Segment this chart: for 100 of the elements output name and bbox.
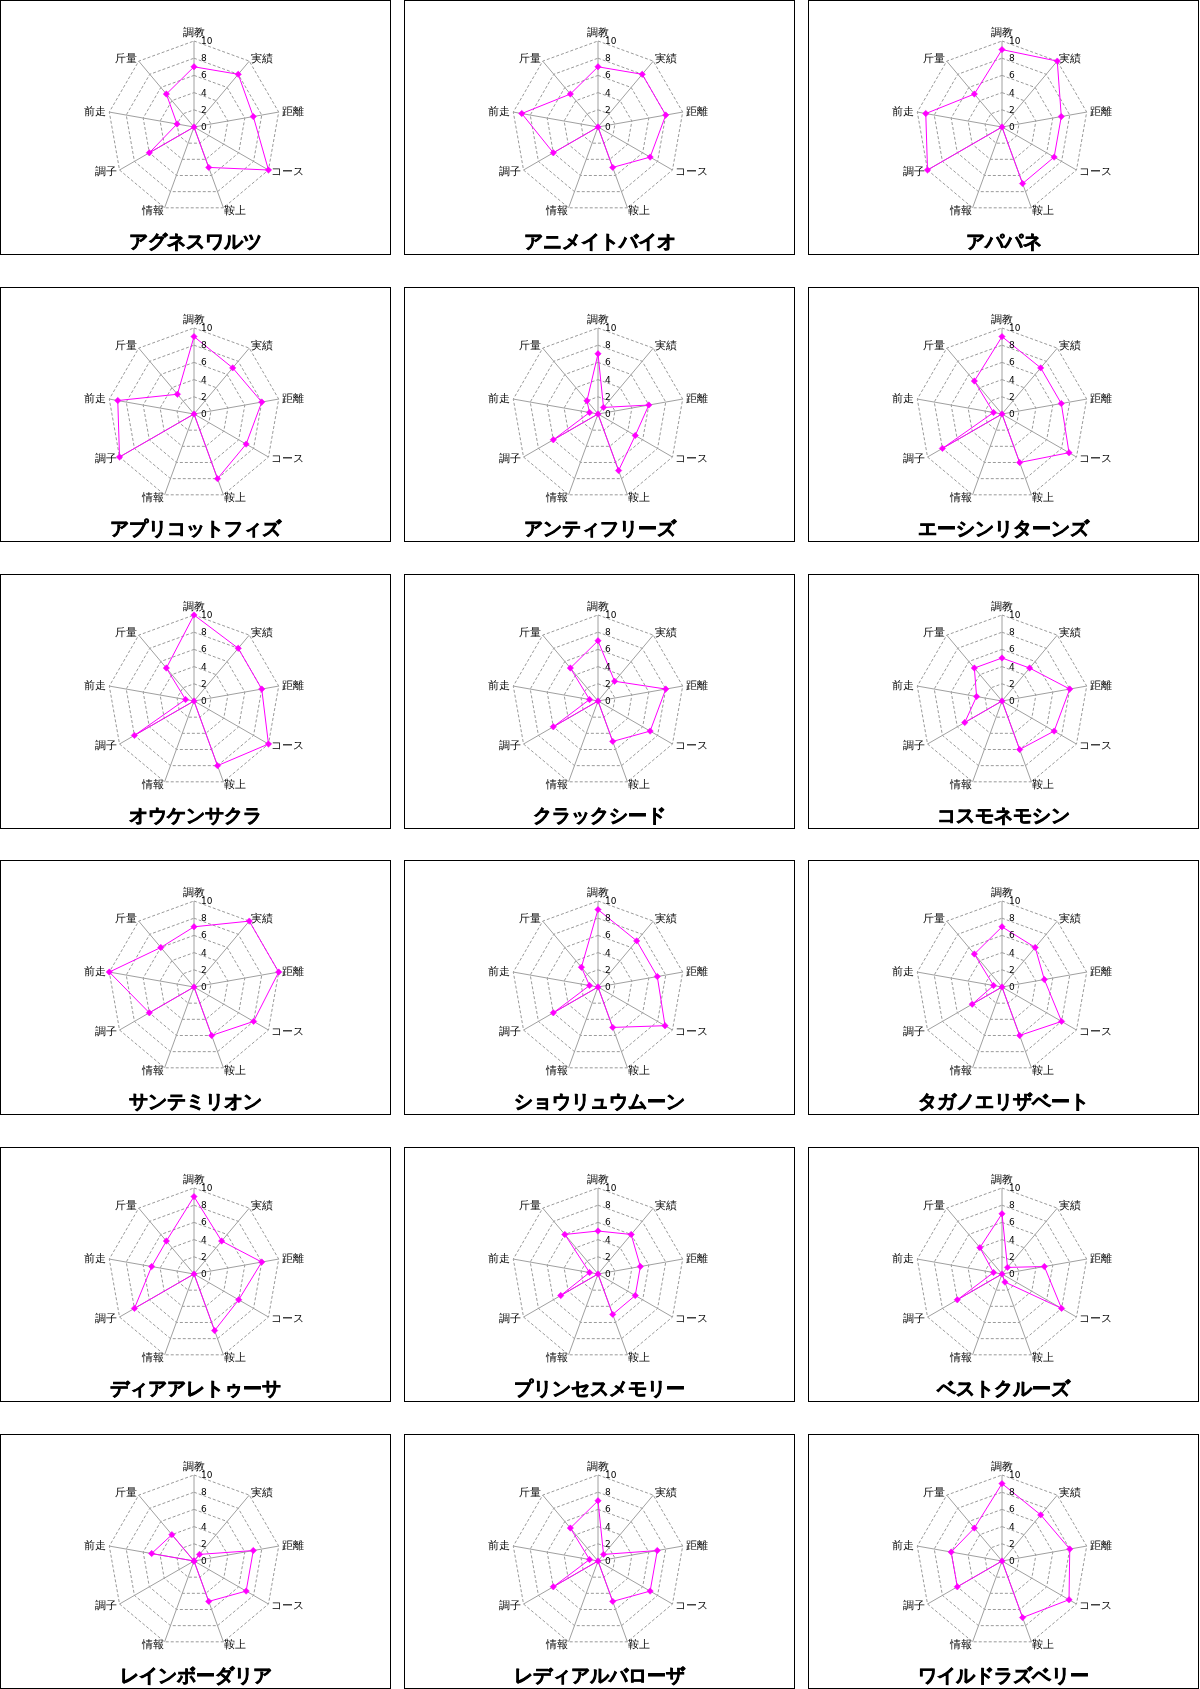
spoke-label: 情報 <box>140 1064 164 1078</box>
y-tick-label: 8 <box>605 1200 611 1211</box>
spoke-label: 情報 <box>140 778 164 792</box>
spoke-label: 情報 <box>948 204 972 218</box>
y-tick-label: 6 <box>201 644 207 655</box>
spoke-label: 鞍上 <box>628 1351 651 1365</box>
y-tick-label: 0 <box>605 409 611 419</box>
spoke-label: 鞍上 <box>1032 1351 1055 1365</box>
spoke-label: 実績 <box>251 626 274 640</box>
y-tick-label: 0 <box>605 696 611 706</box>
spoke-label: コース <box>271 739 305 752</box>
spoke-label: コース <box>675 739 709 752</box>
spoke-label: 鞍上 <box>1032 491 1055 505</box>
spoke-label: 鞍上 <box>628 1064 651 1078</box>
y-tick-label: 10 <box>605 323 617 333</box>
text: タガノエリザベート <box>917 1089 1090 1113</box>
spoke-label: 実績 <box>655 626 678 640</box>
spoke-label: 斤量 <box>114 1486 137 1500</box>
spoke-label: 斤量 <box>922 339 945 353</box>
spoke-label: 鞍上 <box>1032 1638 1055 1652</box>
spoke-label: 調子 <box>498 739 521 752</box>
y-tick-label: 8 <box>1009 1200 1015 1211</box>
spoke-label: 調子 <box>902 165 925 178</box>
spoke-label: 前走 <box>892 965 915 979</box>
spoke-label: 距離 <box>1089 1539 1112 1553</box>
spoke-label: コース <box>1079 739 1113 752</box>
spoke-label: コース <box>271 1025 305 1038</box>
y-tick-label: 10 <box>201 36 213 46</box>
text: クラックシード <box>532 803 667 827</box>
spoke-label: 前走 <box>488 1252 511 1266</box>
spoke-label: 前走 <box>84 1252 107 1266</box>
spoke-label: 実績 <box>1059 626 1082 640</box>
y-tick-label: 0 <box>605 982 611 992</box>
spoke-label: コース <box>1079 1312 1113 1325</box>
y-tick-label: 8 <box>201 1200 207 1211</box>
y-tick-label: 8 <box>605 627 611 638</box>
y-tick-label: 6 <box>1009 1217 1015 1228</box>
y-tick-label: 10 <box>1009 1183 1021 1193</box>
spoke-label: 実績 <box>1059 1486 1082 1500</box>
y-tick-label: 10 <box>605 1183 617 1193</box>
spoke-label: 距離 <box>281 392 304 406</box>
spoke-label: 情報 <box>544 1638 568 1652</box>
spoke-label: 鞍上 <box>628 491 651 505</box>
y-tick-label: 0 <box>201 122 207 132</box>
y-tick-label: 6 <box>201 930 207 941</box>
spoke-label: 調教 <box>991 1172 1013 1186</box>
spoke-label: 情報 <box>140 204 164 218</box>
text: プリンセスメモリー <box>513 1376 686 1400</box>
y-tick-label: 10 <box>201 610 213 620</box>
spoke-label: コース <box>675 1025 709 1038</box>
y-tick-label: 8 <box>201 340 207 351</box>
spoke-label: 調子 <box>94 165 117 178</box>
spoke-label: 調教 <box>991 599 1013 613</box>
spoke-label: 鞍上 <box>224 1638 247 1652</box>
spoke-label: 鞍上 <box>224 778 247 792</box>
spoke-label: コース <box>1079 1599 1113 1612</box>
y-tick-label: 2 <box>1009 391 1015 402</box>
spoke-label: 実績 <box>251 1199 274 1213</box>
spoke-label: 調教 <box>183 599 205 613</box>
y-tick-label: 0 <box>1009 122 1015 132</box>
y-tick-label: 4 <box>605 87 611 98</box>
spoke-label: 斤量 <box>518 626 541 640</box>
y-tick-label: 8 <box>201 913 207 924</box>
spoke-label: 鞍上 <box>628 1638 651 1652</box>
spoke-label: 調教 <box>587 312 609 326</box>
y-tick-label: 2 <box>201 964 207 975</box>
spoke-label: 調教 <box>183 312 205 326</box>
spoke-label: コース <box>271 452 305 465</box>
spoke-label: 前走 <box>488 105 511 119</box>
spoke-label: 調子 <box>94 1025 117 1038</box>
spoke-label: 距離 <box>1089 965 1112 979</box>
spoke-label: コース <box>271 1599 305 1612</box>
spoke-label: 実績 <box>1059 912 1082 926</box>
text: ディアアレトゥーサ <box>109 1376 282 1400</box>
spoke-label: 距離 <box>685 1252 708 1266</box>
y-tick-label: 2 <box>605 964 611 975</box>
spoke-label: 鞍上 <box>1032 1064 1055 1078</box>
spoke-label: 情報 <box>948 778 972 792</box>
y-tick-label: 8 <box>201 53 207 64</box>
y-tick-label: 8 <box>201 1487 207 1498</box>
spoke-label: 調子 <box>498 452 521 465</box>
y-tick-label: 6 <box>1009 930 1015 941</box>
spoke-label: 鞍上 <box>1032 778 1055 792</box>
spoke-label: 距離 <box>281 105 304 119</box>
spoke-label: 調子 <box>498 1025 521 1038</box>
spoke-label: 距離 <box>685 965 708 979</box>
text: エーシンリターンズ <box>917 516 1091 540</box>
spoke-label: 斤量 <box>922 912 945 926</box>
y-tick-label: 2 <box>1009 104 1015 115</box>
y-tick-label: 6 <box>1009 357 1015 368</box>
spoke-label: 情報 <box>948 1064 972 1078</box>
spoke-label: 情報 <box>140 1638 164 1652</box>
y-tick-label: 6 <box>605 70 611 81</box>
spoke-label: 調教 <box>183 25 205 39</box>
y-tick-label: 4 <box>1009 374 1015 385</box>
y-tick-label: 10 <box>201 1183 213 1193</box>
spoke-label: 斤量 <box>922 52 945 66</box>
y-tick-label: 4 <box>1009 661 1015 672</box>
y-tick-label: 4 <box>201 374 207 385</box>
spoke-label: コース <box>271 165 305 178</box>
